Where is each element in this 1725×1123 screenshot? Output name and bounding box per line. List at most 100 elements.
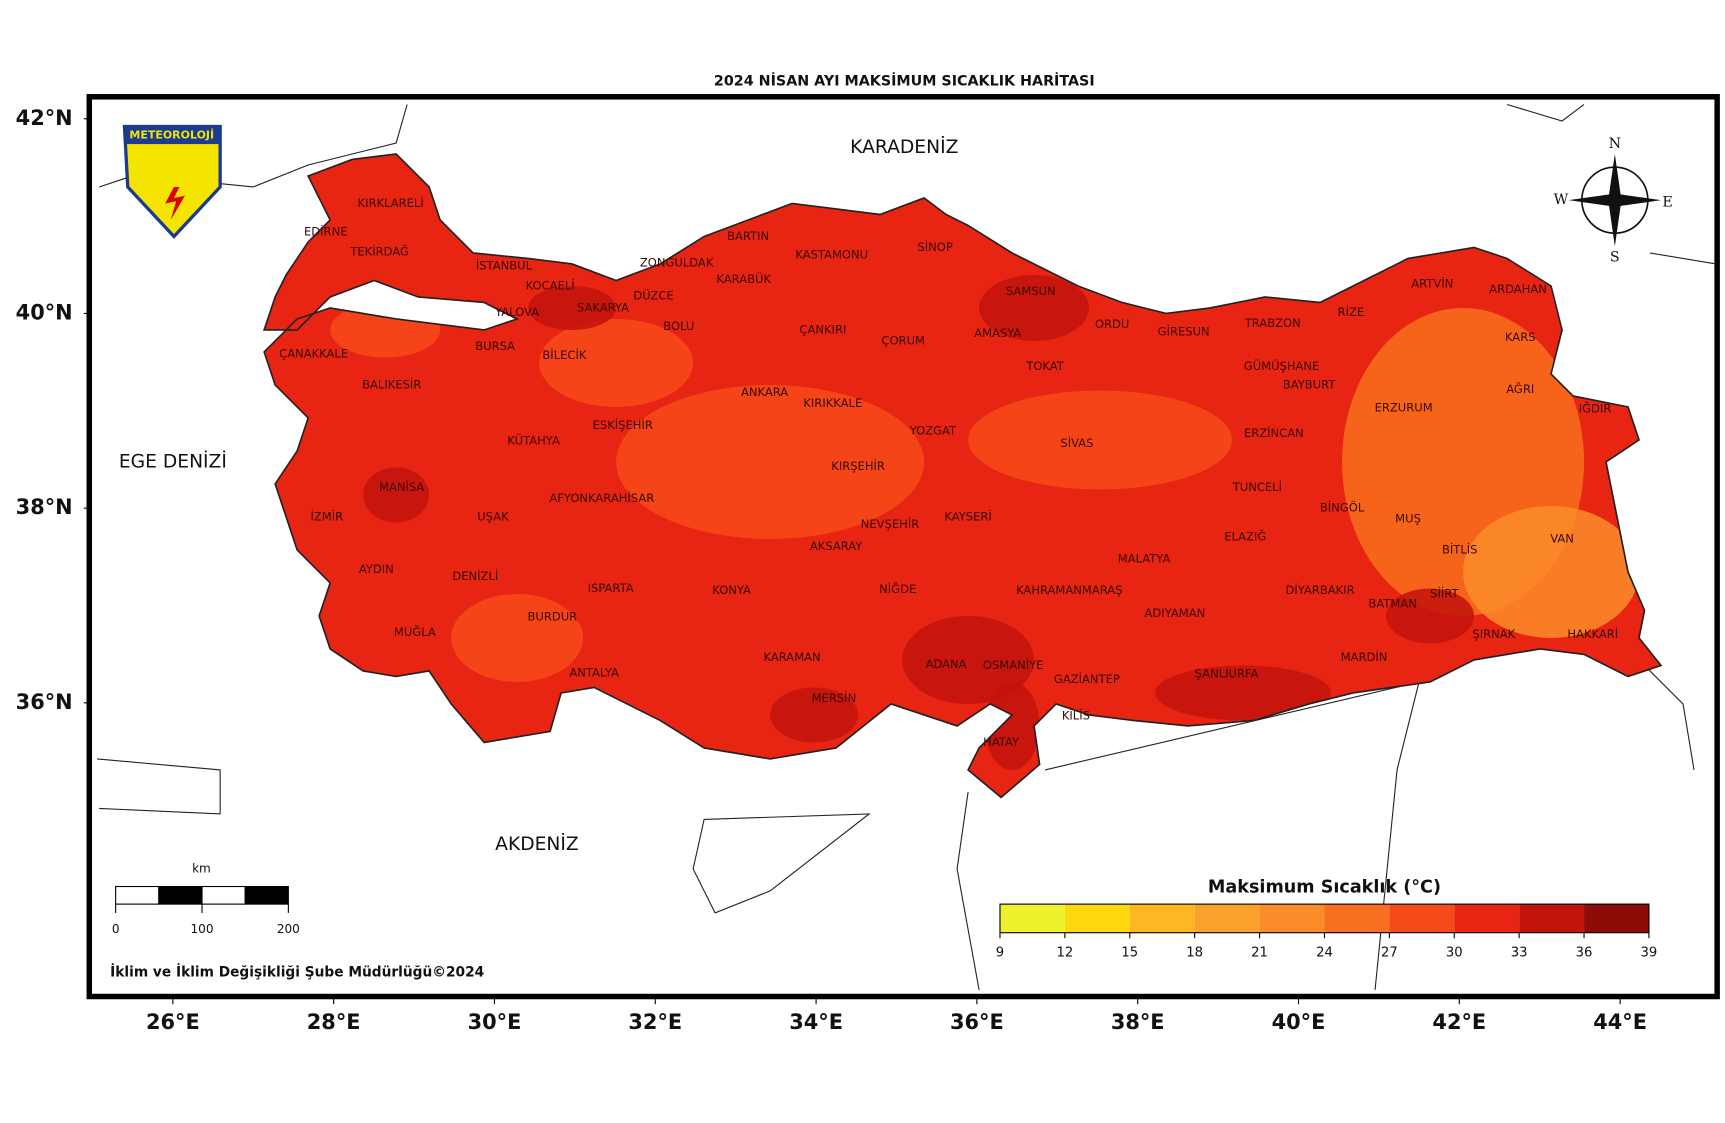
province-label: ISPARTA	[588, 581, 634, 595]
province-label: ERZİNCAN	[1244, 425, 1304, 440]
province-label: AMASYA	[974, 326, 1021, 340]
temperature-zone	[902, 615, 1035, 704]
province-label: NİĞDE	[879, 581, 916, 596]
map-title: 2024 NİSAN AYI MAKSİMUM SICAKLIK HARİTAS…	[714, 72, 1095, 89]
scale-segment	[158, 885, 203, 905]
sea-label: KARADENİZ	[850, 135, 958, 158]
scale-label: 0	[112, 922, 120, 936]
compass-e: E	[1662, 194, 1672, 210]
compass: N S E W	[1554, 136, 1673, 265]
province-label: ŞANLIURFA	[1195, 667, 1259, 681]
province-label: KIRKLARELİ	[358, 195, 424, 210]
province-label: MARDİN	[1341, 649, 1388, 664]
province-label: HATAY	[983, 735, 1020, 749]
temperature-zone	[770, 687, 859, 743]
province-label: KAYSERİ	[944, 508, 991, 523]
lon-label: 44°E	[1593, 1010, 1647, 1034]
province-label: ELAZIĞ	[1224, 528, 1266, 543]
legend-swatch	[999, 904, 1065, 933]
legend-tick-label: 15	[1121, 946, 1138, 961]
province-label: ADANA	[926, 657, 967, 671]
lat-label: 40°N	[16, 300, 73, 324]
province-label: TRABZON	[1244, 316, 1301, 330]
temperature-zone	[363, 467, 430, 523]
temperature-zone	[451, 593, 584, 682]
scale-unit: km	[192, 861, 211, 875]
legend-tick-label: 27	[1381, 946, 1398, 961]
legend-swatch	[1389, 904, 1455, 933]
lat-label: 36°N	[16, 690, 73, 714]
province-label: BATMAN	[1368, 596, 1416, 610]
province-label: YALOVA	[494, 305, 539, 319]
lon-label: 42°E	[1432, 1010, 1486, 1034]
province-label: DİYARBAKIR	[1286, 582, 1355, 597]
province-label: ANKARA	[741, 385, 788, 399]
province-label: EDİRNE	[304, 224, 348, 239]
legend-swatch	[1324, 904, 1390, 933]
province-label: KASTAMONU	[795, 248, 868, 262]
province-label: GÜMÜŞHANE	[1244, 357, 1320, 373]
scale-segment	[115, 885, 160, 905]
province-label: KARABÜK	[716, 270, 771, 286]
province-label: TOKAT	[1025, 359, 1064, 373]
province-label: ZONGULDAK	[640, 255, 714, 269]
temperature-zone	[1386, 588, 1475, 644]
province-label: MALATYA	[1118, 551, 1171, 565]
province-label: UŞAK	[477, 509, 509, 523]
province-label: BARTIN	[727, 229, 769, 243]
province-label: ÇORUM	[881, 333, 925, 347]
province-label: SİVAS	[1060, 435, 1093, 450]
legend-tick-label: 18	[1186, 946, 1203, 961]
legend-swatch	[1259, 904, 1325, 933]
lat-label: 42°N	[16, 106, 73, 130]
scale-segment	[201, 885, 246, 905]
province-label: KÜTAHYA	[507, 432, 560, 448]
province-label: SİNOP	[917, 239, 952, 254]
province-label: İSTANBUL	[476, 258, 533, 273]
legend-tick-label: 33	[1511, 946, 1528, 961]
lon-label: 36°E	[950, 1010, 1004, 1034]
province-label: BAYBURT	[1283, 377, 1336, 391]
legend-swatch	[1064, 904, 1130, 933]
sea-label: EGE DENİZİ	[119, 449, 227, 472]
province-label: MANİSA	[379, 479, 424, 494]
temperature-zone	[968, 390, 1233, 490]
scale-label: 100	[190, 922, 213, 936]
legend-tick-label: 21	[1251, 946, 1268, 961]
lat-label: 38°N	[16, 495, 73, 519]
province-label: RİZE	[1338, 304, 1365, 319]
temperature-zone	[539, 318, 694, 407]
legend-tick-label: 12	[1056, 946, 1073, 961]
temperature-zone	[979, 274, 1090, 341]
province-label: GİRESUN	[1158, 324, 1210, 339]
province-label: KİLİS	[1062, 708, 1090, 723]
province-label: İZMİR	[311, 508, 344, 523]
province-label: DENİZLİ	[452, 568, 498, 583]
province-label: HAKKARİ	[1567, 626, 1618, 641]
temperature-zone	[616, 384, 925, 539]
legend-title: Maksimum Sıcaklık (°C)	[1208, 878, 1441, 898]
lon-label: 32°E	[628, 1010, 682, 1034]
temperature-zone	[984, 681, 1040, 770]
legend-tick-label: 30	[1446, 946, 1463, 961]
province-label: SİİRT	[1430, 585, 1459, 600]
province-label: BURSA	[475, 339, 515, 353]
province-label: MUŞ	[1395, 512, 1421, 526]
legend-tick-label: 9	[996, 946, 1004, 961]
lon-label: 40°E	[1272, 1010, 1326, 1034]
province-label: KARAMAN	[764, 650, 821, 664]
legend-swatch	[1454, 904, 1520, 933]
province-label: VAN	[1550, 531, 1574, 545]
province-label: ARTVİN	[1411, 275, 1453, 290]
province-label: ESKİŞEHİR	[593, 417, 653, 432]
province-label: AĞRI	[1506, 381, 1534, 396]
credit: İklim ve İklim Değişikliği Şube Müdürlüğ…	[110, 963, 484, 980]
province-label: IĞDIR	[1579, 401, 1612, 416]
province-label: KIRIKKALE	[803, 396, 862, 410]
temperature-zone	[1463, 505, 1640, 638]
lon-label: 38°E	[1111, 1010, 1165, 1034]
province-label: NEVŞEHİR	[861, 516, 920, 531]
province-label: BİLECİK	[542, 347, 586, 362]
